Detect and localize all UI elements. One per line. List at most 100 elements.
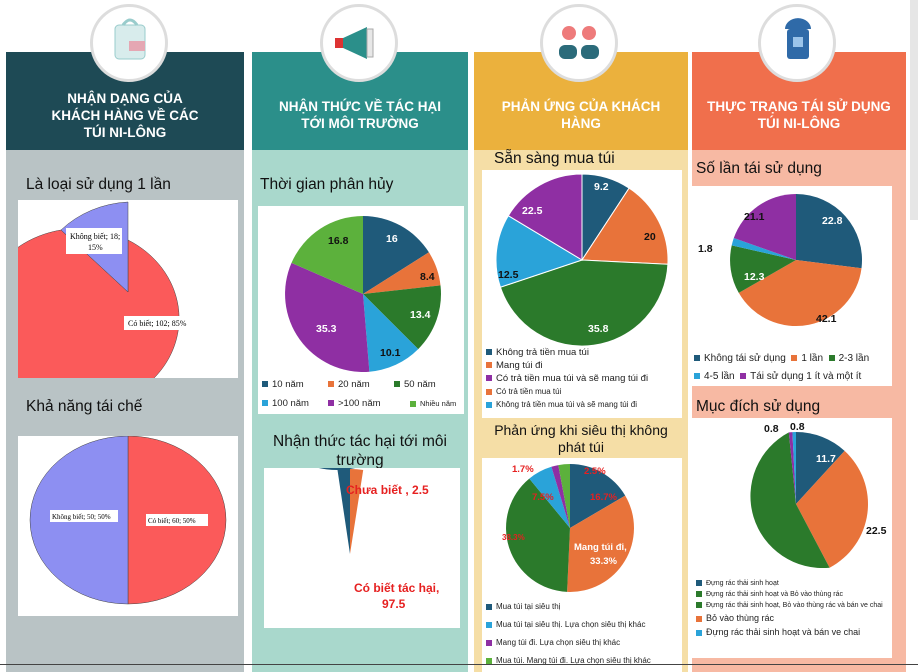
- chart-legend: 10 năm 20 năm 50 năm 100 năm >100 năm Nhiều …: [262, 378, 468, 410]
- legend-item: Mua túi tại siêu thị. Lựa chọn siêu thị …: [496, 620, 646, 629]
- legend-item: >100 năm: [338, 398, 381, 409]
- bag-icon: [90, 4, 168, 82]
- label-yes: Có biết; 60; 50%: [148, 517, 196, 525]
- pie-slice-1.8: [731, 238, 796, 260]
- pie-slice-38.3: [506, 478, 570, 592]
- legend-item: 100 năm: [272, 398, 309, 409]
- section-title: Thời gian phân hủy: [260, 176, 394, 193]
- pie-slice-20-years: [363, 252, 441, 294]
- pie-slice-20: [581, 187, 669, 265]
- pie-slice-many-years: [291, 216, 363, 294]
- pie-panel: 16.7% Mang túi đi, 33.3% 38.3% 7.5% 1.7%…: [482, 458, 682, 672]
- pie-slice-33.3: [567, 495, 634, 592]
- legend-item: Không trả tiền mua túi: [496, 347, 589, 358]
- value-label: 22.5: [866, 525, 887, 537]
- header-text: THỰC TRẠNG TÁI SỬ DỤNG TÚI NI-LÔNG: [707, 99, 891, 131]
- value-label: 1.7%: [512, 464, 534, 475]
- value-label: 35.8: [588, 323, 609, 335]
- legend-item: 10 năm: [272, 379, 304, 390]
- pie-slice-aware: [251, 300, 422, 554]
- value-label: 8.4: [420, 271, 435, 283]
- pie-chart-usage-purpose: 11.7 22.5 59.2 0.8 0.8: [732, 421, 887, 569]
- value-label: 16.7%: [590, 492, 617, 503]
- legend-item: 2-3 lần: [838, 353, 870, 364]
- pie-chart-decomposition: 16 8.4 13.4 10.1 35.3 16.8: [285, 216, 441, 372]
- section-title: Là loại sử dụng 1 lần: [26, 176, 171, 193]
- value-label: 9.2: [594, 181, 609, 193]
- legend-item: Có trả tiền mua túi và sẽ mang túi đi: [496, 373, 649, 384]
- pie-panel: Không biết; 50; 50% Có biết; 60; 50%: [18, 435, 238, 616]
- value-label: 0.8: [790, 421, 805, 433]
- pie-slice-12.3: [730, 245, 796, 293]
- pie-panel: 11.7 22.5 59.2 0.8 0.8 Đựng rác thải sin…: [692, 418, 892, 658]
- section-title: Sẵn sàng mua túi: [494, 150, 615, 167]
- scrollbar[interactable]: [910, 0, 918, 220]
- pie-chart-reuse-count: 22.8 42.1 12.3 1.8 21.1: [698, 194, 863, 326]
- pie-chart-disposable: Không biết; 18; 15% Có biết; 102; 85%: [0, 201, 200, 409]
- legend-item: Có trả tiền mua túi: [496, 387, 562, 396]
- pie-slice-1.7: [551, 465, 570, 528]
- value-label: 10.1: [380, 347, 401, 359]
- column-reuse-status: THỰC TRẠNG TÁI SỬ DỤNG TÚI NI-LÔNG Số lầ…: [692, 0, 906, 672]
- legend-item: Mang túi đi: [496, 360, 543, 371]
- chart-legend: Không trả tiền mua túi Mang túi đi Có tr…: [486, 346, 648, 411]
- label-no-pct: 15%: [88, 243, 103, 252]
- value-label: 1.8: [698, 243, 713, 255]
- people-icon: [540, 4, 618, 82]
- value-label: 16.8: [328, 235, 349, 247]
- pie-slice-7.5: [529, 466, 570, 528]
- pie-chart-willing-to-buy: 9.2 20 35.8 12.5 22.5: [495, 173, 669, 347]
- value-label: Mang túi đi,: [574, 542, 627, 553]
- bottom-divider: [0, 664, 918, 665]
- section-title: Mục đích sử dụng: [696, 398, 821, 415]
- pie-slice-2.5: [558, 464, 570, 528]
- pie-slice-35.8: [499, 259, 669, 347]
- value-label: 38.3%: [502, 533, 525, 542]
- pie-chart-no-free-bag: 16.7% Mang túi đi, 33.3% 38.3% 7.5% 1.7%…: [502, 464, 634, 592]
- pie-slice-0.8b: [792, 432, 796, 504]
- pie-slice-59.2: [750, 432, 830, 569]
- pie-slice-11.7: [796, 432, 845, 504]
- value-label: 12.5: [498, 269, 519, 281]
- legend-item: Bỏ vào thùng rác: [706, 613, 775, 623]
- section-title: Số lần tái sử dụng: [696, 160, 822, 177]
- header-text: NHẬN DẠNG CỦA KHÁCH HÀNG VỀ CÁC TÚI NI-L…: [51, 90, 199, 140]
- legend-item: Không trả tiền mua túi và sẽ mang túi đi: [496, 400, 637, 409]
- value-label: Chưa biết , 2.5: [346, 483, 429, 497]
- value-label: 33.3%: [590, 556, 617, 567]
- pie-panel: Chưa biết , 2.5 Có biết tác hại, 97.5: [251, 300, 460, 628]
- pie-slice-12.5: [495, 215, 584, 288]
- value-label: 0.8: [764, 423, 779, 435]
- legend-item: Đựng rác thải sinh hoạt và bán ve chai: [706, 627, 861, 637]
- pie-panel: 22.8 42.1 12.3 1.8 21.1 Không tái sử dụn…: [692, 186, 892, 386]
- label-no: Không biết; 18;: [70, 232, 120, 241]
- legend-item: 1 lần: [801, 353, 824, 364]
- pie-slice-16.7: [570, 464, 626, 528]
- value-label: 2.5%: [584, 466, 606, 477]
- legend-item: Đựng rác thải sinh hoạt, Bỏ vào thùng rá…: [706, 602, 883, 609]
- pie-slice-unaware: [350, 468, 364, 554]
- section-title: Phản ứng khi siêu thị không phát túi: [494, 422, 668, 455]
- section-title: Khả năng tái chế: [26, 398, 143, 415]
- pie-slice-21.1: [733, 194, 796, 260]
- value-label: 21.1: [744, 211, 765, 223]
- value-label: 16: [386, 233, 398, 245]
- trash-bin-icon: [758, 4, 836, 82]
- legend-item: 20 năm: [338, 379, 370, 390]
- pie-slice-42.1: [738, 260, 862, 326]
- pie-chart-harm-awareness: Chưa biết , 2.5 Có biết tác hại, 97.5: [251, 300, 439, 611]
- pie-panel: 9.2 20 35.8 12.5 22.5 Không trả tiền mua…: [482, 170, 682, 418]
- column-customer-identification: NHẬN DẠNG CỦA KHÁCH HÀNG VỀ CÁC TÚI NI-L…: [0, 0, 244, 672]
- pie-panel: 16 8.4 13.4 10.1 35.3 16.8 10 năm 20 năm 5…: [258, 206, 464, 414]
- value-label: 22.8: [822, 215, 843, 227]
- label-no: Không biết; 50; 50%: [52, 513, 111, 521]
- value-label: 22.5: [522, 205, 543, 217]
- value-label: 35.3: [316, 323, 337, 335]
- pie-chart-recyclable: Không biết; 50; 50% Có biết; 60; 50%: [29, 435, 227, 605]
- chart-legend: Mua túi tại siêu thị Mua túi tại siêu th…: [486, 598, 651, 670]
- value-label: 13.4: [410, 309, 431, 321]
- value-label: 42.1: [816, 313, 837, 325]
- pie-slice-0.8a: [788, 432, 796, 504]
- pie-slice-over-100: [285, 262, 370, 372]
- pie-panel: Không biết; 18; 15% Có biết; 102; 85%: [0, 200, 238, 409]
